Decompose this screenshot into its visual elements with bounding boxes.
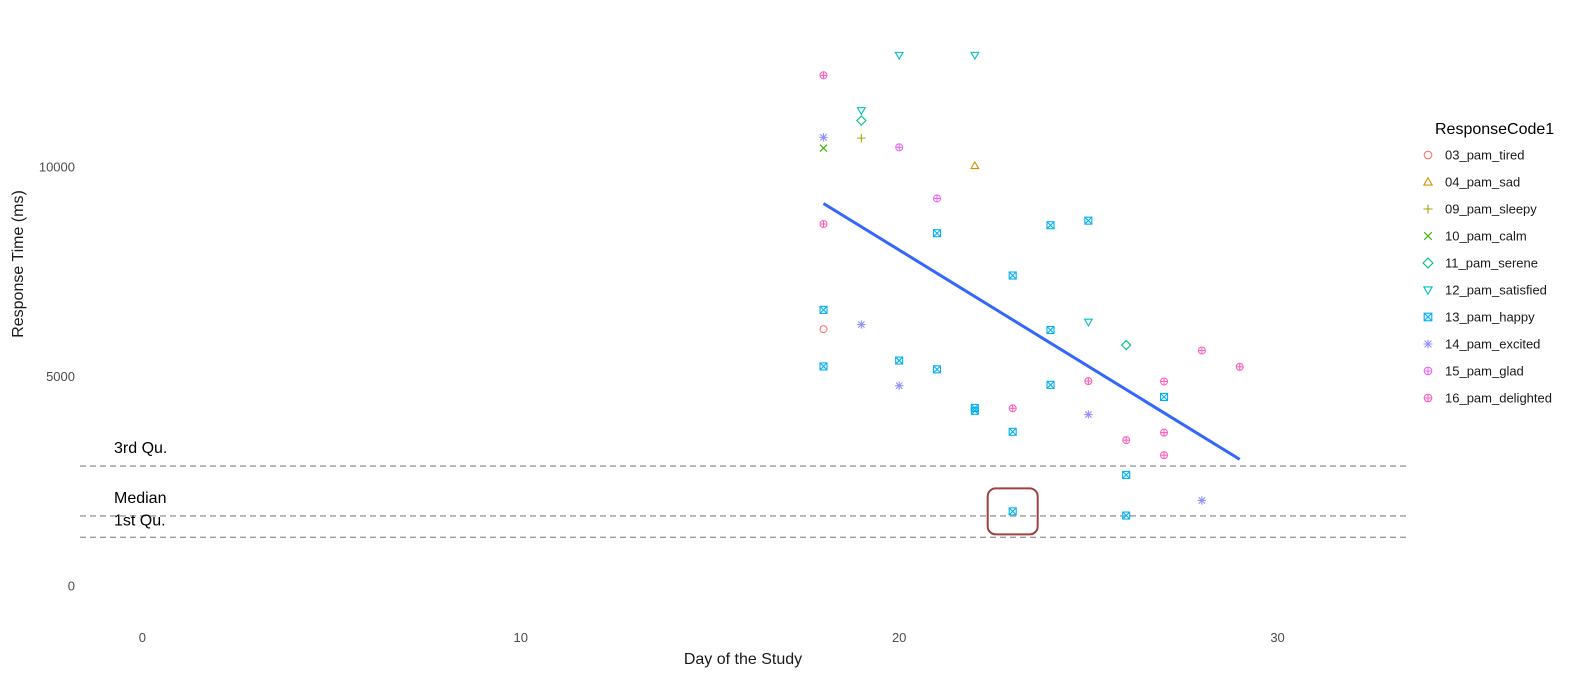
data-point <box>1084 410 1093 419</box>
data-point <box>970 51 980 61</box>
data-point <box>1008 271 1017 280</box>
data-point <box>819 325 828 334</box>
x-tick-label: 20 <box>892 630 906 645</box>
legend-key <box>1423 339 1433 349</box>
legend-label: 16_pam_delighted <box>1445 391 1552 406</box>
x-tick-label: 0 <box>139 630 146 645</box>
data-point <box>1008 507 1017 516</box>
highlight-box <box>986 487 1039 536</box>
legend-label: 13_pam_happy <box>1445 310 1535 325</box>
data-point <box>1008 427 1017 436</box>
data-point <box>1159 451 1169 460</box>
data-point <box>819 71 828 80</box>
legend-label: 12_pam_satisfied <box>1445 283 1547 298</box>
legend-label: 04_pam_sad <box>1445 175 1520 190</box>
data-point <box>819 219 828 229</box>
data-point <box>1159 392 1169 402</box>
legend-key <box>1423 204 1433 214</box>
y-axis-title: Response Time (ms) <box>10 190 27 338</box>
data-point <box>856 115 867 126</box>
data-point <box>1159 377 1169 386</box>
data-point <box>895 356 904 365</box>
data-point <box>1122 470 1131 479</box>
reference-line-label: Median <box>114 490 166 507</box>
x-axis-ticks: 0 10 20 30 <box>139 630 1285 645</box>
data-points <box>819 51 1244 520</box>
data-point <box>857 320 866 329</box>
data-point <box>932 194 942 203</box>
legend: ResponseCode1 03_pam_tired 04_pam_sad 09_p… <box>1422 121 1554 406</box>
legend-key <box>1423 150 1433 160</box>
x-tick-label: 10 <box>514 630 528 645</box>
data-point <box>819 133 828 142</box>
data-point <box>1084 216 1093 225</box>
legend-label: 09_pam_sleepy <box>1445 202 1537 217</box>
data-point <box>1197 346 1206 355</box>
data-point <box>1046 380 1055 389</box>
reference-line-label: 1st Qu. <box>114 512 166 529</box>
legend-label: 15_pam_glad <box>1445 364 1524 379</box>
legend-key <box>1423 393 1433 403</box>
data-point <box>857 133 866 143</box>
legend-key <box>1423 312 1433 322</box>
data-point <box>1235 362 1244 371</box>
data-point <box>1083 318 1094 327</box>
data-point <box>970 160 980 170</box>
trend-line <box>822 202 1241 461</box>
data-point <box>894 51 904 61</box>
data-point <box>1008 404 1017 413</box>
y-tick-label: 5000 <box>46 369 75 384</box>
legend-key <box>1422 176 1434 186</box>
data-point <box>1122 436 1131 445</box>
data-point <box>819 362 828 371</box>
data-point <box>1159 428 1169 437</box>
reference-line-label: 3rd Qu. <box>114 440 167 457</box>
legend-key <box>1423 231 1433 241</box>
data-point <box>1046 325 1055 335</box>
data-point <box>1046 221 1055 230</box>
data-point <box>1197 496 1207 505</box>
data-point <box>932 365 942 374</box>
data-point <box>1120 339 1132 351</box>
data-point <box>932 229 942 238</box>
trend-line-group <box>822 202 1241 461</box>
x-axis-title: Day of the Study <box>684 651 802 668</box>
data-point <box>1084 377 1093 386</box>
data-point <box>894 381 904 390</box>
data-point <box>1122 511 1131 520</box>
legend-title: ResponseCode1 <box>1435 121 1554 138</box>
y-axis-ticks: 0 5000 10000 <box>39 160 75 594</box>
legend-label: 11_pam_serene <box>1445 256 1538 271</box>
data-point <box>856 107 867 116</box>
legend-label: 03_pam_tired <box>1445 148 1525 163</box>
data-point <box>819 305 828 314</box>
legend-key <box>1423 366 1433 376</box>
y-tick-label: 10000 <box>39 160 75 175</box>
legend-label: 10_pam_calm <box>1445 229 1527 244</box>
x-tick-label: 30 <box>1270 630 1284 645</box>
legend-key <box>1422 257 1434 269</box>
reference-lines: 3rd Qu. Median 1st Qu. <box>80 440 1410 539</box>
legend-key <box>1422 286 1434 296</box>
highlight-group <box>986 487 1039 536</box>
data-point <box>970 406 979 415</box>
legend-label: 14_pam_excited <box>1445 337 1540 352</box>
data-point <box>819 144 828 153</box>
y-tick-label: 0 <box>68 578 75 593</box>
data-point <box>895 143 904 152</box>
